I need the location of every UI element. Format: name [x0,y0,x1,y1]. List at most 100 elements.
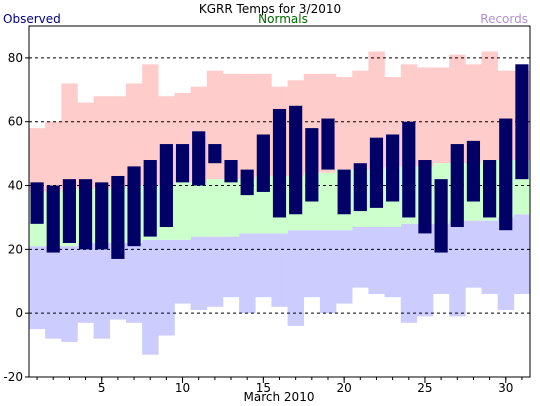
observed-bar-day-10 [175,144,190,183]
observed-bar-day-18 [305,128,319,202]
observed-bar-day-11 [192,131,206,186]
x-tick-label-20: 20 [337,381,352,395]
record-high-bar-day-2 [45,121,62,192]
observed-bar-day-24 [402,121,416,218]
record-low-bar-day-22 [368,227,385,295]
record-low-bar-day-16 [271,233,288,307]
legend-observed: Observed [3,12,61,26]
observed-bar-day-22 [369,137,384,208]
record-low-bar-day-20 [336,230,353,304]
observed-bar-day-27 [450,144,464,228]
record-low-bar-day-12 [206,236,224,307]
observed-bar-day-14 [240,169,254,196]
y-tick-label-40: 40 [8,179,23,193]
observed-bar-day-16 [272,108,287,218]
record-high-bar-day-25 [416,67,434,167]
record-low-bar-day-23 [384,227,402,298]
observed-bar-day-25 [418,160,432,234]
record-low-bar-day-8 [142,239,159,355]
record-low-bar-day-31 [513,214,531,295]
observed-bar-day-9 [159,144,173,228]
observed-layer [30,64,529,259]
record-low-bar-day-15 [255,233,272,298]
observed-bar-day-6 [111,175,125,259]
record-high-bar-day-7 [125,83,143,186]
record-low-bar-day-25 [416,223,434,317]
observed-bar-day-8 [143,160,157,237]
record-high-bar-day-5 [93,96,111,189]
y-tick-label-20: 20 [8,242,23,256]
record-low-bar-day-7 [125,242,143,323]
y-tick-label-0: 0 [15,306,23,320]
observed-bar-day-3 [62,179,76,243]
x-tick-label-10: 10 [175,381,190,395]
record-high-bar-day-4 [77,102,94,189]
normal-range-bar-day-11 [190,182,208,237]
x-tick-label-30: 30 [498,381,513,395]
record-high-bar-day-21 [352,70,369,170]
record-low-bar-day-3 [61,246,78,342]
record-high-bar-day-13 [222,73,240,180]
observed-bar-day-29 [483,160,497,218]
record-low-bar-day-13 [222,236,240,298]
chart-title: KGRR Temps for 3/2010 [199,2,341,16]
observed-bar-day-21 [353,163,367,212]
record-high-bar-day-27 [449,54,466,164]
observed-bar-day-19 [321,118,335,170]
record-low-bar-day-17 [287,230,305,326]
record-low-bar-day-2 [45,246,62,339]
observed-bar-day-12 [208,144,222,164]
record-low-bar-day-14 [239,233,256,314]
observed-bar-day-7 [127,166,141,247]
observed-bar-day-30 [499,118,513,231]
record-high-bar-day-8 [142,64,159,186]
record-low-bar-day-9 [158,239,175,336]
y-tick-label-80: 80 [8,51,23,65]
observed-bar-day-31 [515,64,529,180]
y-tick-label-60: 60 [8,115,23,129]
legend-records: Records [480,12,528,26]
label-layer: KGRR Temps for 3/2010 Observed Normals R… [3,2,528,404]
record-low-bar-day-10 [174,239,191,304]
record-low-bar-day-24 [400,223,418,323]
record-low-bar-day-27 [449,220,466,317]
observed-bar-day-13 [224,160,238,183]
normal-range-bar-day-19 [319,172,337,231]
record-low-bar-day-6 [109,242,127,320]
record-low-bar-day-19 [319,230,337,314]
record-high-bar-day-1 [29,128,46,192]
normal-range-bar-day-12 [206,179,224,237]
observed-bar-day-23 [386,134,400,202]
observed-bar-day-2 [46,185,60,253]
record-low-bar-day-11 [190,236,208,310]
observed-bar-day-1 [30,182,44,224]
x-tick-label-5: 5 [98,381,106,395]
x-axis-label: March 2010 [244,390,315,404]
legend-normals: Normals [258,12,308,26]
observed-bar-day-4 [78,179,93,250]
record-high-bar-day-3 [61,83,78,189]
observed-bar-day-28 [466,140,481,202]
record-high-bar-day-14 [239,73,256,180]
x-tick-label-15: 15 [256,381,271,395]
record-low-bar-day-21 [352,227,369,288]
observed-bar-day-26 [434,179,448,253]
record-high-bar-day-20 [336,77,353,170]
record-low-bar-day-1 [29,246,46,330]
record-low-bar-day-28 [465,220,482,288]
x-tick-label-25: 25 [417,381,432,395]
observed-bar-day-5 [95,182,109,250]
y-tick-label--20: -20 [3,370,23,384]
record-low-bar-day-18 [303,230,321,298]
record-high-bar-day-29 [481,51,498,161]
record-high-bar-day-6 [109,96,127,189]
observed-bar-day-20 [337,169,351,215]
record-low-bar-day-29 [481,220,498,295]
observed-bar-day-17 [289,105,303,215]
record-high-bar-day-26 [433,67,450,164]
record-low-bar-day-5 [93,242,111,339]
normal-range-bar-day-13 [222,179,240,237]
record-high-bar-day-28 [465,64,482,164]
